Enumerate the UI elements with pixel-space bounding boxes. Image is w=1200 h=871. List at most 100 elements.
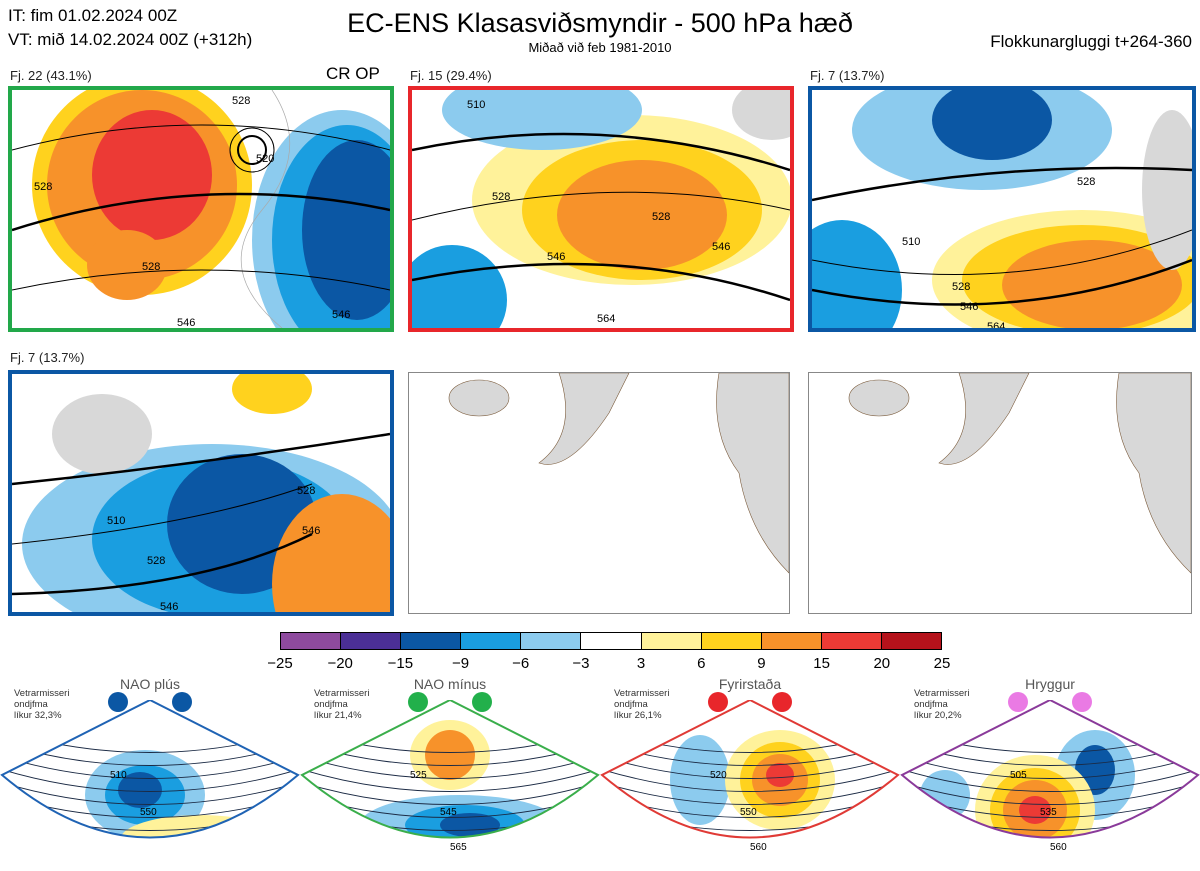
- regime-name: Hryggur: [1025, 676, 1075, 692]
- regime-info: Vetrarmisseri ondjfma líkur 32,3%: [14, 688, 69, 721]
- regime-name: Fyrirstaða: [718, 676, 782, 692]
- contour-label: 564: [987, 321, 1005, 328]
- cluster-map-1: 528 520 528 528 546 546: [8, 86, 394, 332]
- panel-1-label: Fj. 22 (43.1%): [10, 68, 92, 83]
- colorbar-tick-label: 15: [813, 655, 830, 672]
- colorbar-swatch: [461, 633, 522, 649]
- panel-3-label: Fj. 7 (13.7%): [810, 68, 885, 83]
- colorbar-tick-label: −9: [451, 655, 470, 672]
- regime-fan-map: 525 545 565: [300, 700, 600, 853]
- anomaly-colorbar: [280, 632, 942, 650]
- regime-contour-label: 510: [110, 770, 127, 781]
- contour-label: 546: [160, 601, 178, 612]
- contour-label: 528: [147, 555, 165, 567]
- regime-marker-dot: [772, 692, 792, 712]
- contour-label: 528: [492, 191, 510, 203]
- colorbar-tick-label: −3: [572, 655, 590, 672]
- regime-info-line: Vetrarmisseri: [314, 688, 370, 699]
- contour-label: 564: [240, 611, 258, 612]
- panel-1-tag: CR OP: [326, 64, 380, 83]
- cluster-map-2: 510 528 528 546 546 564: [408, 86, 794, 332]
- colorbar-swatch: [581, 633, 642, 649]
- regime-info-line: ondjfma: [314, 699, 348, 710]
- contour-label: 528: [652, 211, 670, 223]
- colorbar-tick-label: 3: [636, 655, 646, 672]
- regime-info-line: ondjfma: [14, 699, 48, 710]
- contour-label: 528: [142, 261, 160, 273]
- contour-label: 520: [256, 153, 274, 165]
- colorbar-tick-label: −20: [327, 655, 353, 672]
- regime-name: NAO plús: [120, 676, 180, 692]
- regime-contour-label: 550: [740, 807, 757, 818]
- regime-info: Vetrarmisseri ondjfma líkur 26,1%: [614, 688, 669, 721]
- colorbar-tick-label: 6: [697, 655, 706, 672]
- colorbar-tick-label: 25: [933, 655, 951, 672]
- regime-marker-dot: [1008, 692, 1028, 712]
- regime-contour-label: 535: [1040, 807, 1057, 818]
- contour-label: 564: [597, 313, 615, 325]
- regime-contour-label: 545: [440, 807, 457, 818]
- regime-contour-label: 505: [1010, 770, 1027, 781]
- contour-label: 546: [960, 301, 978, 313]
- regime-info: Vetrarmisseri ondjfma líkur 20,2%: [914, 688, 969, 721]
- colorbar-swatch: [401, 633, 462, 649]
- regime-marker-dot: [1072, 692, 1092, 712]
- colorbar-tick-label: 9: [757, 655, 766, 672]
- colorbar-swatch: [821, 633, 882, 649]
- colorbar-swatch: [281, 633, 342, 649]
- regime-info: Vetrarmisseri ondjfma líkur 21,4%: [314, 688, 369, 721]
- empty-map-2: [808, 372, 1192, 614]
- colorbar-swatch: [341, 633, 402, 649]
- contour-label: 528: [34, 181, 52, 193]
- init-time: IT: fim 01.02.2024 00Z: [8, 6, 178, 25]
- regime-info-line: Vetrarmisseri: [914, 688, 970, 699]
- contour-label: 546: [332, 309, 350, 321]
- contour-label: 528: [1077, 176, 1095, 188]
- regime-marker-dot: [408, 692, 428, 712]
- regime-contour-label: 565: [450, 842, 467, 853]
- regime-info-line: ondjfma: [914, 699, 948, 710]
- regime-info-line: líkur 26,1%: [614, 710, 662, 721]
- regime-name: NAO mínus: [413, 676, 487, 692]
- regime-fan-map: 510 550: [0, 700, 300, 839]
- contour-label: 546: [177, 317, 195, 328]
- colorbar-swatch: [701, 633, 762, 649]
- colorbar-swatch: [641, 633, 702, 649]
- regime-marker-dot: [172, 692, 192, 712]
- regime-fan-map: 520 550 560: [600, 700, 900, 853]
- contour-label: 510: [467, 99, 485, 111]
- page-subtitle: Miðað við feb 1981-2010: [528, 40, 672, 55]
- contour-label: 510: [107, 515, 125, 527]
- regime-info-line: líkur 32,3%: [14, 710, 62, 721]
- classification-window: Flokkunargluggi t+264-360: [990, 32, 1192, 51]
- contour-label: 546: [547, 251, 565, 263]
- page-title: EC-ENS Klasasviðsmyndir - 500 hPa hæð: [347, 8, 853, 38]
- cluster-map-4: 510 528 546 528 546 564: [8, 370, 394, 616]
- colorbar-tick-label: −25: [267, 655, 293, 672]
- cluster-map-3: 510 528 546 528 564: [808, 86, 1196, 332]
- colorbar-swatch: [521, 633, 582, 649]
- contour-label: 528: [232, 95, 250, 107]
- regime-marker-dot: [472, 692, 492, 712]
- contour-label: 528: [952, 281, 970, 293]
- regime-info-line: Vetrarmisseri: [614, 688, 670, 699]
- empty-map-1: [408, 372, 790, 614]
- colorbar-swatch: [761, 633, 822, 649]
- contour-label: 546: [302, 525, 320, 537]
- regime-info-line: Vetrarmisseri: [14, 688, 70, 699]
- regime-marker-dot: [108, 692, 128, 712]
- colorbar-tick-label: −15: [387, 655, 414, 672]
- colorbar-swatch: [881, 633, 942, 649]
- regime-fan-map: 505 535 560: [900, 700, 1200, 853]
- contour-label: 546: [712, 241, 730, 253]
- colorbar-tick-label: −6: [512, 655, 530, 672]
- panel-4-label: Fj. 7 (13.7%): [10, 350, 85, 365]
- regime-info-line: líkur 21,4%: [314, 710, 362, 721]
- regime-info-line: ondjfma: [614, 699, 648, 710]
- contour-label: 510: [902, 236, 920, 248]
- regime-contour-label: 560: [1050, 842, 1067, 853]
- regime-contour-label: 550: [140, 807, 157, 818]
- colorbar-tick-label: 20: [873, 655, 891, 672]
- contour-label: 528: [297, 485, 315, 497]
- valid-time: VT: mið 14.02.2024 00Z (+312h): [8, 30, 253, 49]
